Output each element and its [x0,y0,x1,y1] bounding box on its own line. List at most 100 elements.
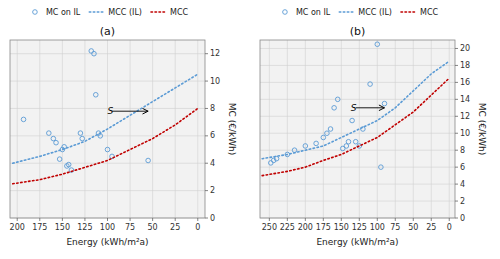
scatter-point [335,97,340,102]
y-tick-label: 12 [210,49,220,58]
x-tick-label: 25 [170,223,180,232]
annotation-arrow [356,107,385,108]
grid-line-x [395,40,396,218]
legend-label: MCC (IL) [358,8,392,17]
legend-swatch [339,11,355,13]
grid-line-y [260,65,455,66]
scatter-point [54,140,59,145]
y-tick [455,150,458,151]
scatter-point [325,131,330,136]
scatter-point [105,147,110,152]
y-tick-label: 10 [460,129,470,138]
x-tick [431,218,432,221]
y-tick-label: 14 [460,95,470,104]
legend-swatch [151,11,167,13]
x-tick [395,218,396,221]
grid-line-y [10,53,205,54]
x-tick [197,218,198,221]
x-tick-label: 225 [280,223,295,232]
scatter-point [292,148,297,153]
x-tick-label: 75 [390,223,400,232]
chart-title: (b) [350,25,366,38]
x-tick-label: 175 [32,223,47,232]
annotation-arrow [112,111,148,112]
x-tick-label: 150 [334,223,349,232]
series-line [262,78,449,175]
grid-line-y [260,201,455,202]
y-axis-label: MC (€/kWh) [227,103,237,156]
y-tick-label: 10 [210,77,220,86]
grid-line-x [62,40,63,218]
y-tick-label: 16 [460,78,470,87]
x-tick-label: 0 [447,223,452,232]
scatter-point [375,42,380,47]
y-tick [205,81,208,82]
y-tick-label: 18 [460,61,470,70]
y-tick-label: 4 [210,159,215,168]
scatter-point [346,139,351,144]
series-line [13,74,198,163]
y-tick-label: 0 [210,214,215,223]
x-tick-label: 200 [10,223,25,232]
x-tick-label: 175 [316,223,331,232]
x-tick-label: 50 [408,223,418,232]
y-tick-label: 2 [460,197,465,206]
x-tick-label: 200 [298,223,313,232]
x-tick-label: 100 [100,223,115,232]
x-tick [413,218,414,221]
y-tick [455,184,458,185]
grid-line-x [431,40,432,218]
x-tick [84,218,85,221]
panel: S250225200175150125100755025002468101214… [260,8,487,248]
scatter-point [80,136,85,141]
x-tick [175,218,176,221]
grid-line-x [305,40,306,218]
y-tick [455,116,458,117]
grid-line-x [84,40,85,218]
legend: MC on ILMCC (IL)MCC [33,8,189,17]
series-line [13,108,198,183]
scatter-point [332,106,337,111]
plot-frame [260,40,455,218]
legend-label: MCC [420,8,438,17]
grid-line-x [341,40,342,218]
scatter-point [303,144,308,149]
scatter-point [89,49,94,54]
grid-line-x [413,40,414,218]
legend-item: MCC (IL) [89,8,142,17]
panel: S2001751501251007550250024681012Energy (… [10,8,237,248]
y-axis-label: MC (€/kWh) [477,103,487,156]
scatter-point [98,134,103,139]
grid-line-x [152,40,153,218]
plot-frame [10,40,205,218]
grid-line-y [260,133,455,134]
grid-line-x [269,40,270,218]
grid-line-x [17,40,18,218]
grid-line-y [10,163,205,164]
chart-title: (a) [100,25,115,38]
y-tick [455,99,458,100]
y-tick [205,218,208,219]
legend-swatch [401,11,417,13]
y-tick [455,218,458,219]
legend-item: MC on IL [283,8,331,17]
scatter-point [146,158,151,163]
scatter-point [379,165,384,170]
y-tick-label: 20 [460,44,470,53]
grid-line-x [197,40,198,218]
x-tick [17,218,18,221]
grid-line-y [260,48,455,49]
plot-background [260,40,455,218]
x-tick-label: 250 [262,223,277,232]
scatter-point [353,139,358,144]
annotation-text: S [351,103,357,113]
y-tick-label: 8 [460,146,465,155]
legend-item: MCC [151,8,188,17]
grid-line-x [175,40,176,218]
legend: MC on IL MCC (IL) MCC [283,8,439,17]
legend-label: MCC [170,8,188,17]
x-tick [130,218,131,221]
grid-line-y [260,184,455,185]
scatter-point [21,117,26,122]
y-tick [455,65,458,66]
